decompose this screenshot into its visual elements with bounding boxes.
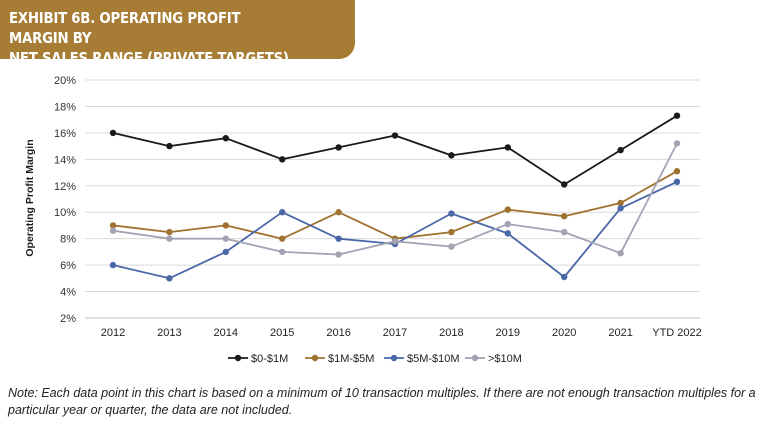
data-point [504, 230, 511, 237]
data-point [617, 199, 624, 207]
data-point [448, 210, 455, 217]
x-tick-label: 2017 [383, 327, 407, 339]
data-point [448, 243, 455, 250]
data-point [222, 222, 229, 229]
data-point [109, 261, 117, 269]
chart-note: Note: Each data point in this chart is b… [8, 386, 756, 417]
x-tick-label: 2020 [552, 327, 576, 339]
x-tick-label: 2019 [496, 327, 520, 339]
y-tick-label: 2% [60, 313, 76, 325]
y-tick-labels: 2% 4% 6% 8% 10% 12% 14% 16% 18% 20% [54, 75, 76, 325]
legend-item: $5M-$10M [384, 353, 460, 365]
data-point [222, 134, 229, 142]
data-point [166, 228, 173, 236]
data-point [673, 112, 681, 119]
series-0 [109, 112, 681, 188]
x-tick-label: 2021 [608, 327, 632, 339]
legend-item: >$10M [465, 353, 522, 365]
data-point [448, 152, 455, 159]
x-tick-label: 2013 [157, 327, 181, 339]
legend-swatch-marker [390, 354, 398, 362]
data-point [279, 235, 286, 242]
series-line [112, 170, 678, 240]
legend-swatch-marker [471, 354, 479, 362]
y-tick-label: 6% [60, 260, 76, 272]
series-line [112, 180, 678, 280]
exhibit-title: EXHIBIT 6B. OPERATING PROFIT MARGIN BY N… [9, 9, 289, 67]
x-tick-label: 2016 [326, 327, 350, 339]
data-point [561, 181, 568, 188]
data-point [222, 235, 229, 242]
data-point [109, 129, 117, 137]
data-point [279, 248, 286, 256]
data-point [166, 275, 173, 282]
data-point [391, 238, 399, 245]
data-point [617, 205, 624, 212]
data-point [391, 132, 399, 139]
data-point [504, 220, 511, 228]
y-tick-label: 10% [54, 207, 76, 219]
y-tick-label: 8% [60, 234, 76, 246]
y-tick-label: 20% [54, 75, 76, 87]
x-tick-label: 2012 [101, 327, 125, 339]
y-axis-label: Operating Profit Margin [24, 139, 36, 256]
x-tick-label: 2018 [439, 327, 463, 339]
data-point [279, 209, 286, 216]
series-1 [109, 168, 681, 242]
series-2 [109, 178, 681, 282]
data-point [561, 212, 568, 220]
data-point [617, 250, 624, 257]
x-tick-label: YTD 2022 [652, 327, 702, 339]
data-point [222, 248, 229, 256]
data-point [673, 178, 681, 186]
data-point [504, 206, 511, 213]
data-point [673, 140, 681, 147]
data-point [335, 235, 342, 242]
legend-swatch-marker [234, 354, 242, 362]
legend-item: $0-$1M [228, 353, 288, 365]
legend-label: $1M-$5M [328, 353, 374, 365]
data-point [448, 228, 455, 236]
data-point [335, 251, 342, 258]
legend-label: $5M-$10M [407, 353, 460, 365]
series-line [112, 114, 678, 186]
y-tick-label: 16% [54, 128, 76, 140]
data-point [166, 142, 173, 150]
legend-item: $1M-$5M [305, 353, 374, 365]
legend-label: $0-$1M [251, 353, 288, 365]
data-point [561, 228, 568, 236]
series-3 [109, 140, 681, 258]
x-tick-labels: 2012 2013 2014 2015 2016 2017 2018 2019 2020 2021… [101, 327, 702, 339]
data-point [617, 146, 624, 154]
data-point [335, 209, 342, 216]
data-point [561, 273, 568, 281]
data-point [504, 144, 511, 151]
data-point [279, 156, 286, 163]
legend-swatch-marker [311, 354, 319, 362]
data-point [166, 235, 173, 242]
line-chart: 2%4%6%8%10%12%14%16%18%20% 2012 2013 2014 2… [24, 75, 702, 365]
legend: $0-$1M $1M-$5M $5M-$10M >$10M [228, 353, 522, 365]
data-point [335, 144, 342, 151]
y-tick-label: 18% [54, 101, 76, 113]
exhibit-banner: EXHIBIT 6B. OPERATING PROFIT MARGIN BY N… [0, 0, 355, 67]
gridlines [85, 79, 700, 319]
series-lines [109, 112, 681, 282]
x-tick-label: 2015 [270, 327, 294, 339]
y-tick-label: 12% [54, 181, 76, 193]
data-point [673, 168, 681, 175]
y-tick-label: 4% [60, 287, 76, 299]
data-point [109, 227, 117, 234]
x-tick-label: 2014 [214, 327, 238, 339]
data-point [109, 222, 117, 229]
legend-label: >$10M [488, 353, 522, 365]
y-tick-label: 14% [54, 154, 76, 166]
